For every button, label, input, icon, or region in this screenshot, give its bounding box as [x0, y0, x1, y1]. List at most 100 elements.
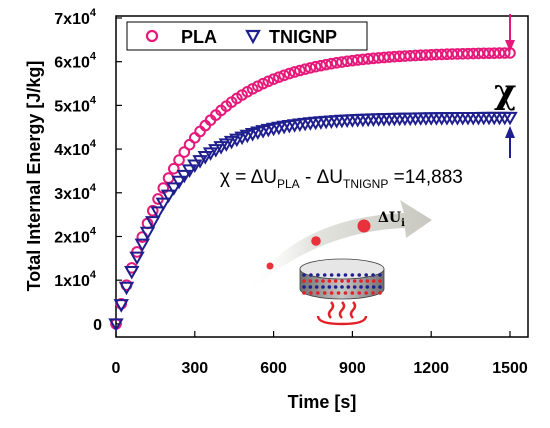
data-point-tnignp	[150, 206, 166, 220]
y-tick-exponent: 4	[90, 269, 97, 281]
delta-u-label: ΔUi	[378, 210, 405, 229]
x-tick-label: 900	[339, 360, 366, 377]
data-point-pla	[341, 55, 353, 68]
plot-frame	[115, 15, 529, 338]
data-point-tnignp	[187, 159, 203, 174]
x-tick-label: 1500	[492, 360, 528, 377]
y-tick-mantissa: 7x10	[54, 11, 90, 28]
series-tnignp	[108, 111, 518, 332]
data-point-pla	[288, 66, 301, 78]
disk-particle	[302, 285, 306, 289]
particle-medium	[311, 236, 321, 246]
disk-particle	[378, 291, 382, 295]
data-point-tnignp	[502, 111, 518, 126]
disk-particle	[357, 273, 362, 277]
y-tick-label: 1x104	[54, 269, 97, 290]
data-point-pla	[283, 67, 296, 80]
disk-particle	[371, 279, 376, 283]
y-tick-exponent: 4	[90, 7, 97, 19]
legend: PLA TNIGNP	[126, 21, 368, 51]
y-tick-mantissa: 4x10	[54, 142, 90, 159]
y-tick-label: 7x104	[54, 7, 97, 28]
y-tick-label: 3x104	[54, 182, 97, 203]
x-tick-label: 600	[260, 360, 287, 377]
data-point-tnignp	[118, 281, 135, 296]
disk-particle	[329, 273, 334, 277]
y-tick-exponent: 4	[90, 51, 97, 63]
disk-particle	[329, 291, 334, 295]
heat-base	[316, 315, 368, 326]
delta-u-sub: i	[401, 218, 405, 229]
disk-particle	[343, 291, 348, 295]
legend-marker-tnignp	[245, 29, 261, 45]
data-point-pla	[299, 63, 311, 75]
y-tick-mantissa: 3x10	[54, 186, 90, 203]
data-point-tnignp	[197, 151, 214, 165]
legend-box	[126, 21, 368, 51]
disk-particle	[322, 273, 327, 277]
disk-particles	[302, 273, 382, 295]
y-tick-mantissa: 6x10	[54, 55, 90, 72]
disk-particle	[378, 273, 382, 277]
disk-particle	[365, 279, 370, 283]
disk-particle	[302, 291, 306, 295]
data-point-pla	[178, 146, 191, 158]
eq-sub-pla: PLA	[277, 177, 300, 191]
y-tick-mantissa: 2x10	[54, 229, 90, 246]
y-tick-mantissa: 5x10	[54, 98, 90, 115]
y-tick-label: 5x104	[54, 94, 97, 115]
data-point-tnignp	[192, 155, 208, 169]
disk-particle	[346, 285, 351, 289]
disk-particle	[309, 273, 313, 277]
disk-particle	[316, 273, 320, 277]
pla-arrow-head	[505, 40, 515, 52]
y-tick-label: 6x104	[54, 51, 97, 72]
eq-prefix: χ = ΔU	[220, 167, 277, 188]
disk-particle	[365, 285, 370, 289]
disk-particle	[350, 273, 355, 277]
heat-wave-2	[338, 301, 346, 319]
disk-particle	[350, 291, 355, 295]
eq-sub-tnignp: TNIGNP	[343, 177, 388, 191]
data-point-pla	[351, 54, 364, 66]
disk-particle	[333, 279, 338, 283]
data-point-tnignp	[124, 265, 140, 280]
data-point-tnignp	[139, 226, 156, 241]
eq-mid: - ΔU	[300, 167, 343, 188]
data-point-pla	[336, 56, 348, 68]
y-tick-label: 0	[93, 317, 102, 334]
disk-particle	[378, 279, 382, 283]
heat-wave-3	[349, 301, 357, 319]
disk-particle	[364, 273, 368, 277]
heat-wave-1	[327, 301, 335, 319]
disk-particle	[333, 285, 338, 289]
disk-particle	[322, 291, 327, 295]
disk-particle	[364, 291, 368, 295]
x-tick-label: 0	[112, 360, 121, 377]
data-point-pla	[278, 69, 290, 82]
disk-particle	[346, 279, 351, 283]
data-point-pla	[146, 204, 159, 217]
data-point-tnignp	[145, 216, 161, 230]
y-axis-label: Total Internal Energy [J/kg]	[24, 61, 44, 292]
data-point-tnignp	[155, 197, 172, 212]
data-point-pla	[330, 57, 343, 69]
y-tick-exponent: 4	[90, 138, 97, 150]
disk-particle	[302, 279, 306, 283]
disk-particle	[357, 291, 362, 295]
eq-suffix: =14,883	[388, 167, 463, 188]
heating-illustration: ΔUi	[244, 200, 432, 326]
data-point-pla	[167, 162, 180, 175]
x-tick-label: 300	[181, 360, 208, 377]
disk-particle	[316, 291, 320, 295]
chi-symbol: χ	[494, 72, 516, 112]
data-point-pla	[315, 59, 327, 72]
x-axis-label: Time [s]	[288, 392, 357, 412]
disk-particle	[308, 279, 313, 283]
chi-equation: χ = ΔUPLA - ΔUTNIGNP =14,883	[220, 167, 463, 191]
y-tick-label: 4x104	[54, 138, 97, 159]
data-point-pla	[194, 125, 206, 138]
x-axis: 0 300 600 900 1200 1500	[112, 331, 528, 377]
